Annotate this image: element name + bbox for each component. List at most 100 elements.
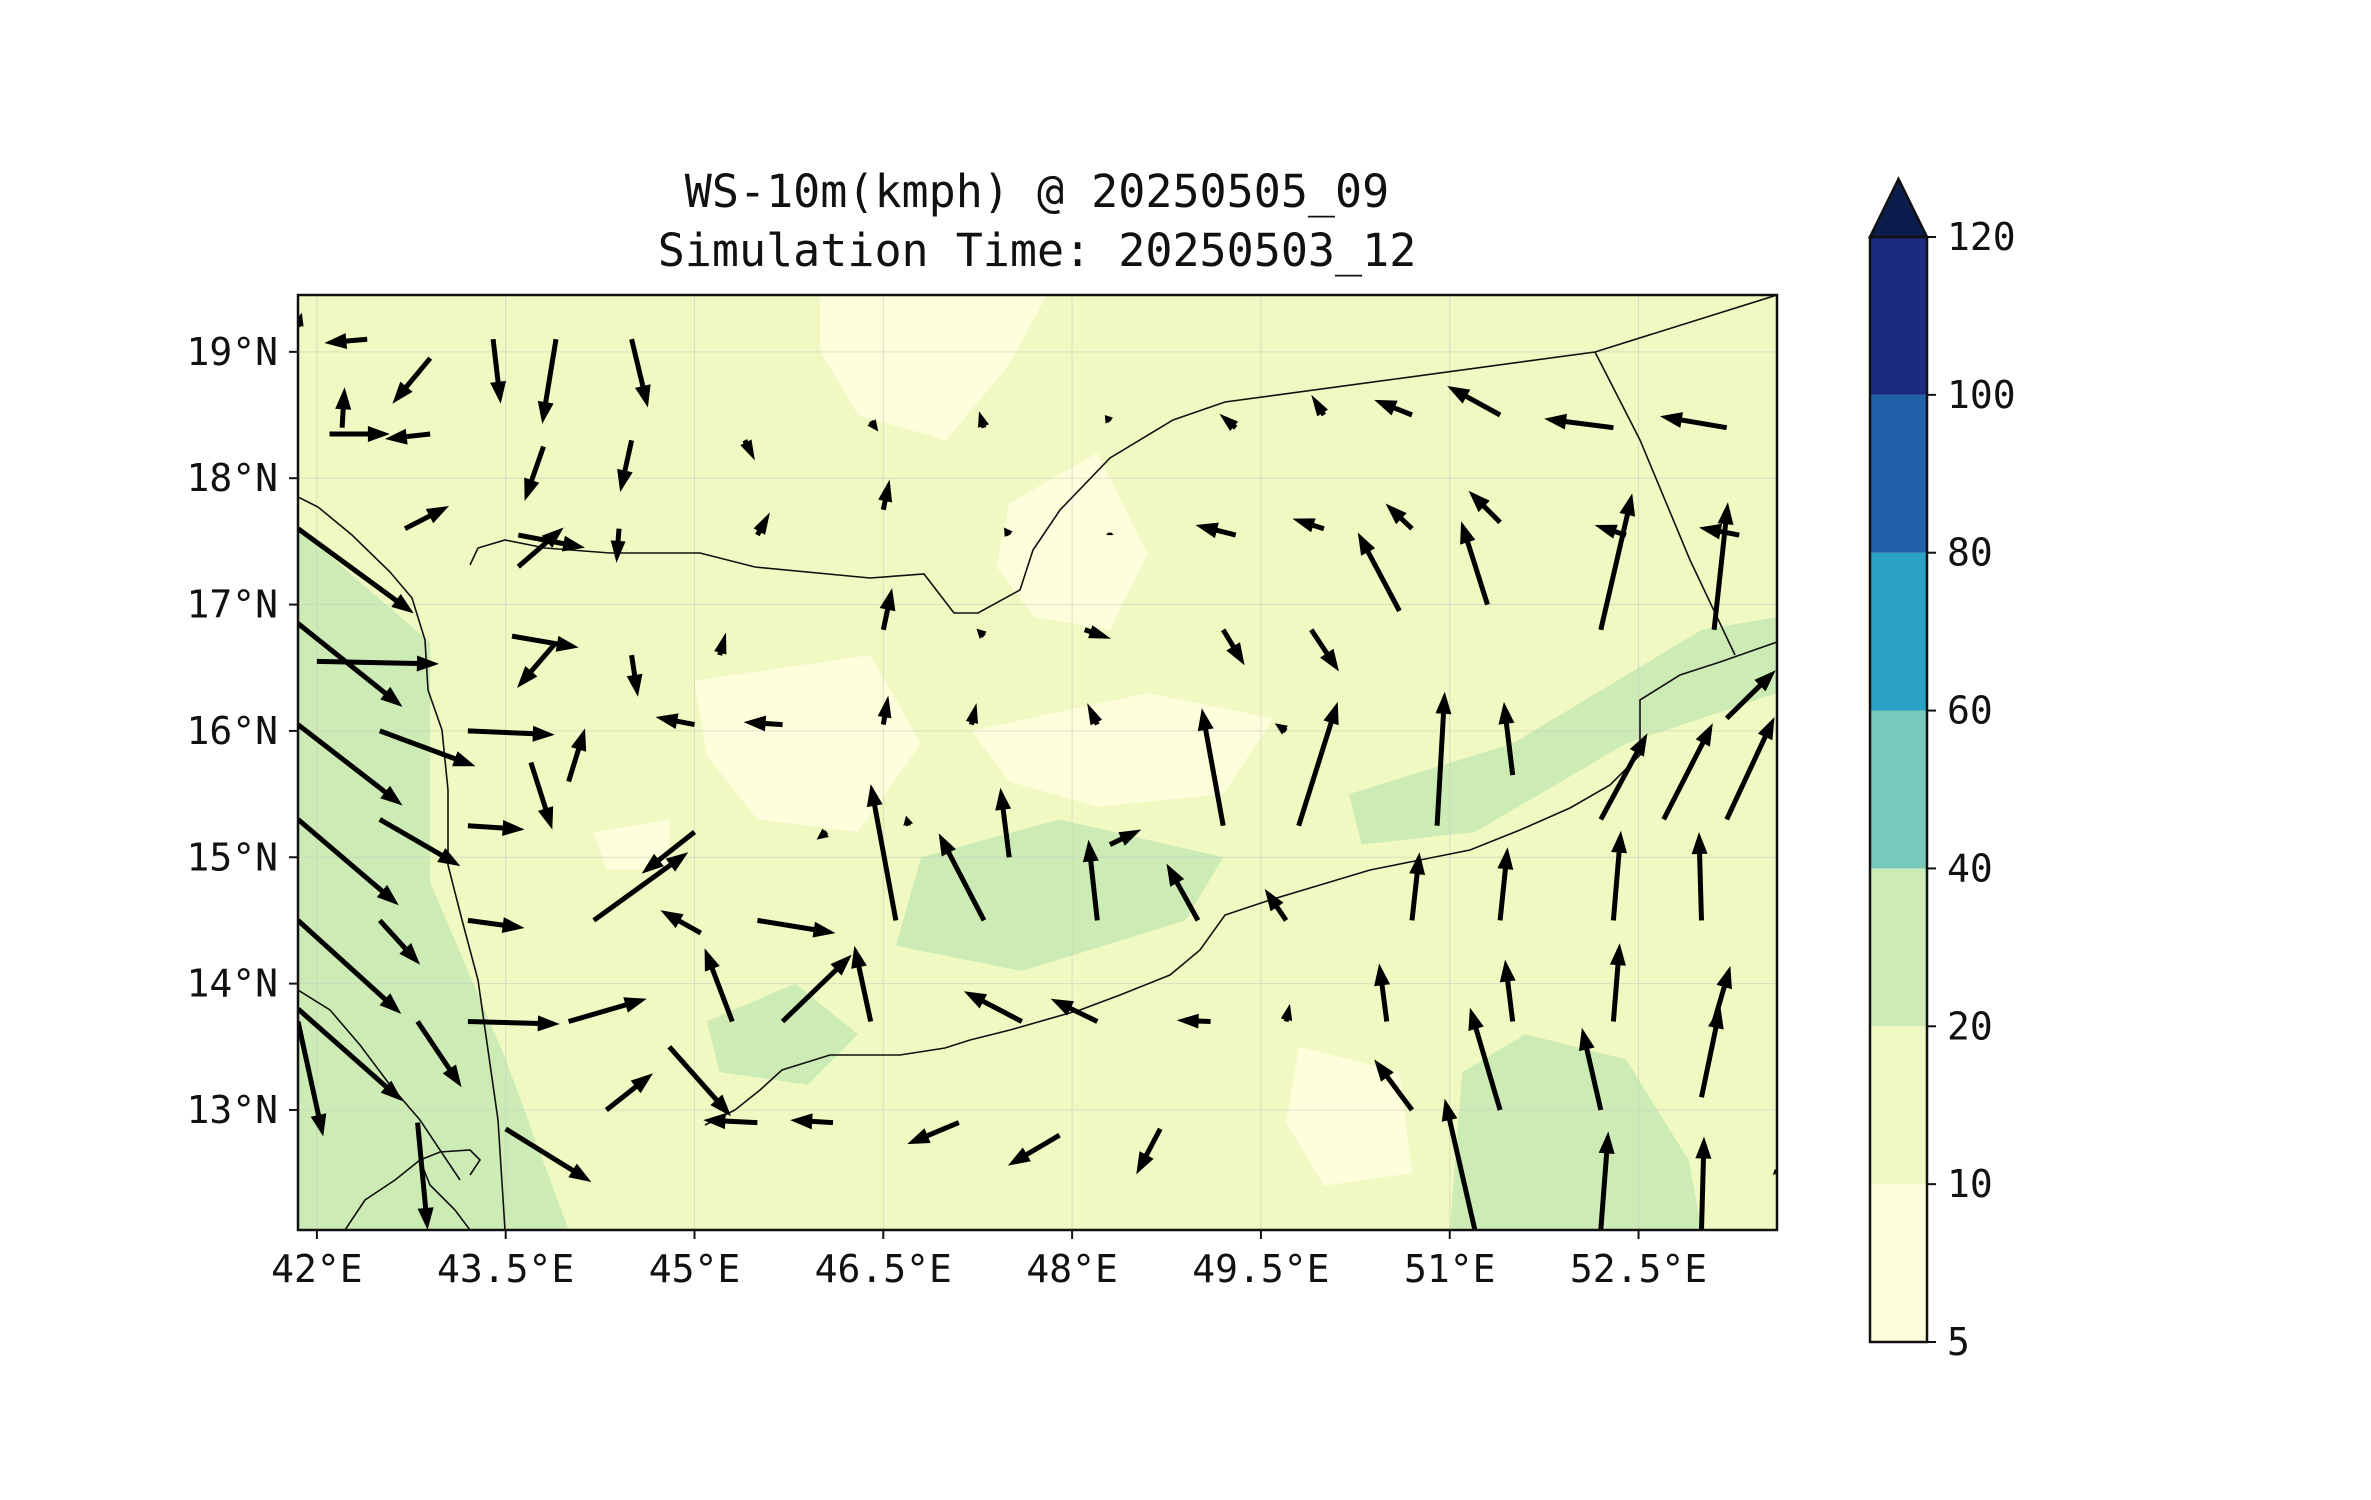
wind-arrow [467,820,525,836]
wind-arrow [963,991,1023,1024]
wind-arrow [978,411,989,429]
wind-arrow [1724,717,1775,821]
wind-arrow [1385,503,1414,531]
graticule [298,295,1777,1230]
wind-arrow [415,1122,434,1230]
wind-arrow [626,654,643,697]
wind-arrow [1598,1131,1615,1230]
colorbar-segment [1870,868,1927,1027]
wind-arrow [714,632,727,656]
wind-arrow [1195,522,1237,539]
lon-tick-label: 45°E [649,1247,741,1291]
wind-arrow [1691,832,1708,921]
wind-arrow [384,428,431,445]
wind-arrow [610,528,626,563]
wind-arrow [1609,943,1626,1022]
wind-arrow [907,1120,960,1145]
wind-arrow [378,728,476,767]
saudi-yemen-border [469,295,1777,614]
wind-arrow [641,830,697,874]
southern-coastline [704,641,1777,1126]
wind-arrow [1659,412,1728,431]
wind-arrow [1695,1136,1712,1230]
lon-tick-label: 43.5°E [437,1247,574,1291]
wind-arrow [1274,723,1288,735]
lat-tick-label: 17°N [186,583,278,627]
wind-arrow [392,356,433,404]
colorbar-segment [1870,237,1927,395]
wind-arrow [1004,527,1013,537]
colorbar-segment [1870,1184,1927,1342]
wind-arrow [1166,863,1201,922]
wind-arrow [879,588,896,631]
wind-arrow [1296,701,1339,827]
wind-arrow [490,338,506,404]
wind-arrow [329,426,390,442]
coastlines-borders [298,295,1777,1230]
lon-tick-label: 52.5°E [1570,1247,1707,1291]
wind-arrow [667,1045,731,1117]
wind-arrow [298,722,403,806]
wind-arrow [1434,691,1452,826]
wind-arrow [1661,723,1713,821]
wind-arrow [1007,1133,1061,1166]
wind-arrow [816,828,829,840]
colorbar-segment [1870,394,1927,553]
lat-tick-label: 14°N [186,962,278,1006]
wind-arrow [604,1073,653,1112]
wind-arrow [1108,829,1142,847]
wind-region-light [971,693,1274,807]
wind-arrow [867,419,879,432]
colorbar-tick-label: 80 [1947,531,1993,575]
colorbar-tick-label: 20 [1947,1004,1993,1048]
wind-arrow [756,917,836,938]
wind-arrow [965,703,978,726]
wind-arrow [1699,523,1740,540]
lat-tick-label: 15°N [186,835,278,879]
wind-arrow [790,1113,834,1130]
wind-arrow [1374,1059,1415,1112]
wind-arrow [467,1015,560,1032]
wind-arrow [780,954,852,1024]
wind-arrow [1050,998,1099,1024]
colorbar: 5 10 20 40 60 80 100 120 [1867,176,2016,1364]
wind-arrow [1374,963,1390,1022]
wind-arrow [1219,413,1239,431]
colorbar-extend-arrow [1867,176,1930,239]
colorbar-tick-label: 100 [1947,373,2016,417]
wind-arrow [1711,502,1734,631]
wind-arrow [335,387,352,428]
wind-arrow [1105,532,1115,536]
wind-arrow [743,715,783,732]
colorbar-segment [1870,1026,1927,1185]
wind-arrow [1499,959,1516,1022]
wind-arrow [298,1007,403,1102]
wind-arrow [1087,703,1103,726]
wind-arrow [1280,1003,1293,1023]
wind-arrow [1579,1027,1604,1111]
colorbar-tick-label: 120 [1947,215,2016,259]
wind-arrow [377,918,421,965]
map-title: WS-10m(kmph) @ 20250505_09 [685,165,1389,218]
wind-arrow [1311,394,1328,417]
wind-arrow [1724,670,1776,721]
wind-arrow [1447,386,1502,418]
wind-arrow [1221,628,1245,666]
wind-arrow [1598,493,1636,631]
wind-arrow [316,655,439,672]
wind-arrow [1083,625,1112,639]
wind-region-moderate [707,983,859,1085]
wind-arrow [403,506,449,531]
wind-arrow [415,1020,462,1088]
wind-arrow [1610,830,1627,921]
longitude-axis: 42°E 43.5°E 45°E 46.5°E 48°E 49.5°E 51°E 52.5°E [271,1230,1707,1291]
wind-arrow [528,761,554,830]
wind-arrow [704,948,735,1023]
wind-arrow [298,918,402,1014]
wind-arrow [1544,413,1614,431]
wind-arrow [1197,708,1226,827]
wind-arrow [878,479,893,511]
wind-arrow [976,628,987,639]
wind-arrow [517,532,585,552]
wind-arrow [1699,1006,1724,1098]
